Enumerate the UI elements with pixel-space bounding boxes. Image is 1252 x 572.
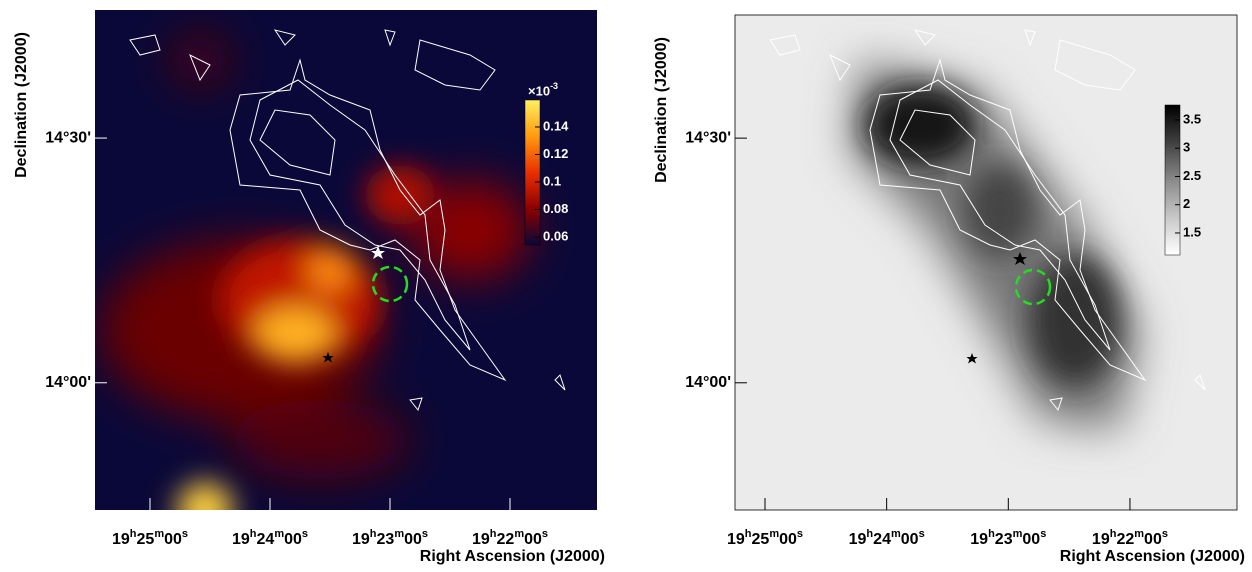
- star-marker: [966, 353, 978, 364]
- colorbar-tick-label: 0.08: [543, 201, 568, 216]
- frame: [734, 14, 1238, 511]
- colorbar-tick-label: 3.5: [1183, 111, 1201, 126]
- x-axis-label: Right Ascension (J2000): [420, 548, 605, 565]
- colorbar-tick-label: 3: [1183, 140, 1190, 155]
- colorbar: [1164, 104, 1181, 256]
- x-axis-label: Right Ascension (J2000): [1060, 548, 1245, 565]
- colorbar-tick-label: 0.06: [543, 228, 568, 243]
- region-circle: [371, 265, 409, 303]
- colorbar-tick-label: 1.5: [1183, 224, 1201, 239]
- x-tick-label: 19h23m00s: [970, 528, 1046, 548]
- colorbar: [524, 99, 541, 246]
- x-tick-label: 19h22m00s: [1092, 528, 1168, 548]
- left-image: [95, 10, 597, 510]
- region-circle: [1014, 268, 1052, 306]
- y-axis-label: Declination (J2000): [653, 37, 670, 183]
- colorbar-tick-label: 0.12: [543, 146, 568, 161]
- colorbar-tick-label: 2.5: [1183, 168, 1201, 183]
- colorbar-tick-label: 0.1: [543, 173, 561, 188]
- star-marker: [322, 352, 334, 363]
- x-tick-label: 19h24m00s: [232, 528, 308, 548]
- y-tick-label: 14°30': [45, 129, 91, 146]
- star-marker: [1013, 252, 1027, 265]
- x-tick-label: 19h25m00s: [112, 528, 188, 548]
- x-tick-label: 19h23m00s: [352, 528, 428, 548]
- colorbar-tick-label: 2: [1183, 196, 1190, 211]
- colorbar-tick-label: 0.14: [543, 118, 569, 133]
- colorbar-exponent: -3: [550, 81, 558, 91]
- right-image: [735, 15, 1237, 510]
- x-tick-label: 19h24m00s: [849, 528, 925, 548]
- x-tick-label: 19h22m00s: [472, 528, 548, 548]
- star-marker: [371, 246, 385, 259]
- y-tick-label: 14°00': [45, 374, 91, 391]
- x-tick-label: 19h25m00s: [727, 528, 803, 548]
- y-tick-label: 14°00': [685, 374, 731, 391]
- y-axis-label: Declination (J2000): [13, 32, 30, 178]
- y-tick-label: 14°30': [685, 129, 731, 146]
